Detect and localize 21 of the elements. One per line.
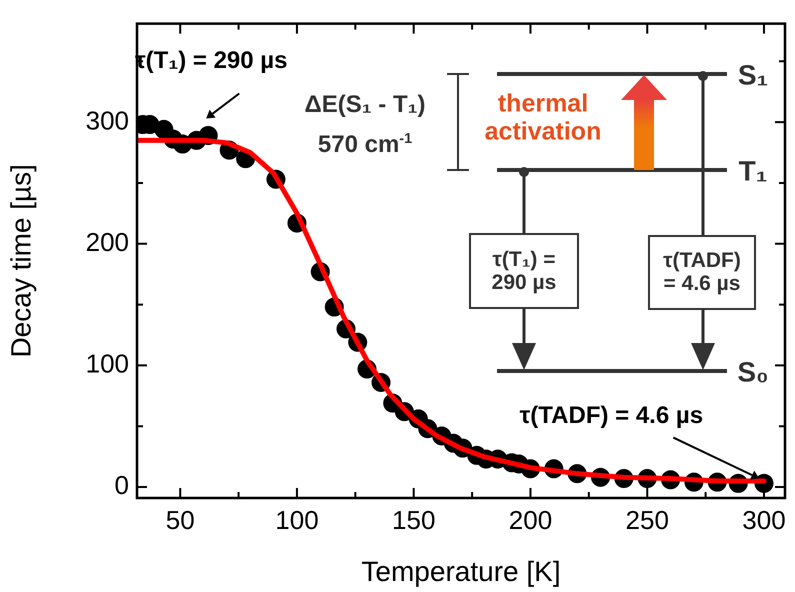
x-tick-label: 300 — [742, 504, 786, 535]
y-axis-title: Decay time [µs] — [6, 164, 37, 358]
annotation: τ(TADF) = 4.6 µs — [662, 248, 742, 296]
y-tick-label: 300 — [86, 105, 129, 136]
annotation: τ(TADF) = 4.6 µs — [520, 401, 704, 429]
x-tick-label: 150 — [392, 504, 436, 535]
annotation: ΔE(S₁ - T₁) — [304, 90, 426, 118]
annotation: 570 cm$^{-1}$ — [318, 130, 412, 158]
x-axis-title: Temperature [K] — [361, 556, 561, 587]
annotation: τ(T₁) = 290 µs — [490, 248, 558, 294]
x-tick-label: 50 — [166, 504, 195, 535]
y-tick-label: 100 — [86, 348, 129, 379]
x-tick-label: 250 — [626, 504, 669, 535]
x-tick-label: 100 — [275, 504, 319, 535]
y-tick-label: 200 — [86, 226, 129, 257]
y-tick-label: 0 — [114, 470, 129, 500]
annotation: T₁ — [738, 156, 768, 188]
annotation: S₁ — [738, 60, 768, 92]
x-tick-label: 200 — [508, 504, 552, 535]
annotation: thermal activation — [484, 90, 602, 146]
annotation: S₀ — [737, 356, 769, 388]
